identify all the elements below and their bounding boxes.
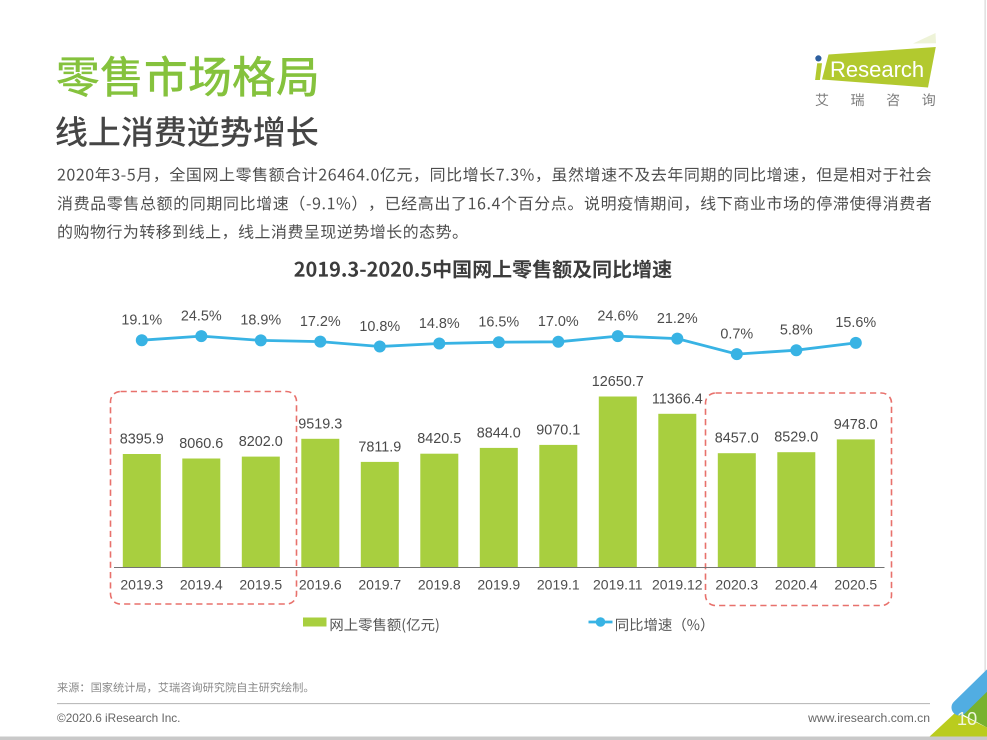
svg-text:9070.1: 9070.1 xyxy=(536,422,580,438)
svg-text:2019.11: 2019.11 xyxy=(593,577,643,593)
svg-text:7811.9: 7811.9 xyxy=(358,439,401,455)
svg-text:17.2%: 17.2% xyxy=(300,314,341,330)
svg-text:8202.0: 8202.0 xyxy=(239,434,283,450)
svg-text:24.6%: 24.6% xyxy=(597,308,638,324)
svg-text:10: 10 xyxy=(957,708,977,729)
svg-text:16.5%: 16.5% xyxy=(478,315,519,331)
svg-text:Research: Research xyxy=(830,57,924,82)
svg-text:2019.6: 2019.6 xyxy=(299,577,342,593)
svg-text:©2020.6 iResearch Inc.: ©2020.6 iResearch Inc. xyxy=(57,711,180,725)
svg-text:8060.6: 8060.6 xyxy=(179,436,223,452)
svg-text:2020.5: 2020.5 xyxy=(834,577,877,593)
svg-text:21.2%: 21.2% xyxy=(657,311,698,327)
svg-text:2020.3: 2020.3 xyxy=(715,577,758,593)
svg-text:14.8%: 14.8% xyxy=(419,316,460,332)
svg-text:10.8%: 10.8% xyxy=(359,319,400,335)
svg-text:8395.9: 8395.9 xyxy=(120,432,164,448)
svg-text:18.9%: 18.9% xyxy=(240,313,281,329)
svg-text:12650.7: 12650.7 xyxy=(592,374,644,390)
svg-text:2020.4: 2020.4 xyxy=(775,577,818,593)
svg-text:2019.5: 2019.5 xyxy=(239,577,282,593)
svg-text:2019.9: 2019.9 xyxy=(477,577,520,593)
svg-text:www.iresearch.com.cn: www.iresearch.com.cn xyxy=(807,711,930,725)
svg-text:2019.7: 2019.7 xyxy=(358,577,401,593)
svg-text:8457.0: 8457.0 xyxy=(715,431,759,447)
svg-text:8420.5: 8420.5 xyxy=(417,431,461,447)
svg-text:8844.0: 8844.0 xyxy=(477,425,521,441)
svg-text:0.7%: 0.7% xyxy=(720,326,753,342)
svg-text:15.6%: 15.6% xyxy=(835,315,876,331)
svg-text:17.0%: 17.0% xyxy=(538,314,579,330)
svg-text:8529.0: 8529.0 xyxy=(774,430,818,446)
svg-text:5.8%: 5.8% xyxy=(780,323,813,339)
svg-text:9519.3: 9519.3 xyxy=(298,416,342,432)
svg-text:2019.1: 2019.1 xyxy=(537,577,580,593)
svg-text:9478.0: 9478.0 xyxy=(834,417,878,433)
svg-text:2019.8: 2019.8 xyxy=(418,577,461,593)
svg-text:2019.12: 2019.12 xyxy=(652,577,703,593)
svg-text:24.5%: 24.5% xyxy=(181,308,222,324)
svg-text:2019.4: 2019.4 xyxy=(180,577,223,593)
svg-text:19.1%: 19.1% xyxy=(121,313,162,329)
svg-text:2019.3: 2019.3 xyxy=(120,577,163,593)
svg-text:11366.4: 11366.4 xyxy=(652,391,703,407)
